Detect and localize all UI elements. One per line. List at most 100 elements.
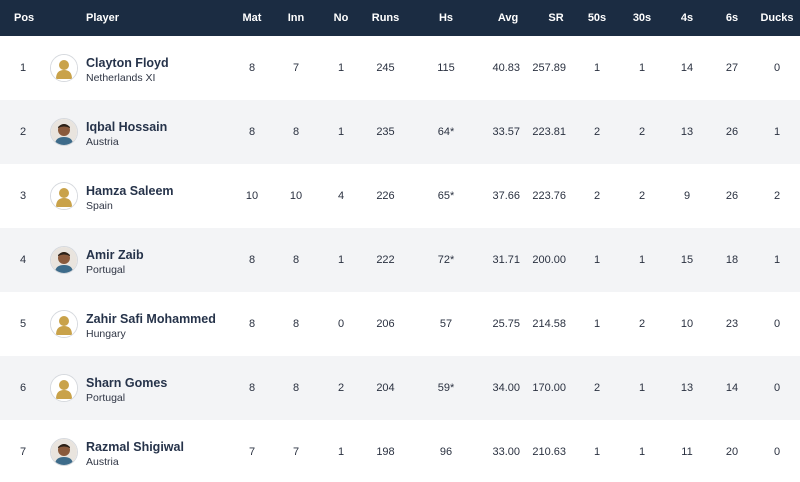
cell-no: 1 (337, 62, 345, 74)
cell-sr: 223.81 (532, 126, 566, 138)
cell-avg: 33.57 (492, 126, 520, 138)
cell-runs: 198 (376, 446, 395, 458)
cell-fours: 9 (683, 190, 691, 202)
cell-fifties: 1 (593, 318, 601, 330)
cell-mat: 8 (248, 254, 256, 266)
cell-inn: 8 (292, 254, 300, 266)
cell-inn: 8 (292, 126, 300, 138)
cell-sr: 210.63 (532, 446, 566, 458)
cell-sr: 257.89 (532, 62, 566, 74)
cell-sr: 214.58 (532, 318, 566, 330)
player-name-link[interactable]: Zahir Safi Mohammed (86, 312, 216, 326)
cell-mat: 8 (248, 62, 256, 74)
cell-avg: 37.66 (492, 190, 520, 202)
player-team: Spain (86, 200, 113, 212)
cell-fours: 10 (680, 318, 694, 330)
cell-hs: 72* (437, 254, 455, 266)
cell-sr: 223.76 (532, 190, 566, 202)
header-sr[interactable]: SR (548, 12, 564, 24)
player-photo-icon[interactable] (50, 246, 78, 274)
header-4s[interactable]: 4s (680, 12, 694, 24)
header-ducks[interactable]: Ducks (760, 12, 794, 24)
cell-inn: 8 (292, 382, 300, 394)
placeholder-avatar-icon[interactable] (50, 374, 78, 402)
player-team: Austria (86, 456, 119, 468)
header-player[interactable]: Player (86, 12, 120, 24)
player-name-link[interactable]: Razmal Shigiwal (86, 440, 184, 454)
cell-runs: 204 (376, 382, 395, 394)
header-hs[interactable]: Hs (438, 12, 454, 24)
placeholder-avatar-icon[interactable] (50, 310, 78, 338)
cell-fours: 13 (680, 382, 694, 394)
cell-ducks: 0 (773, 318, 781, 330)
header-pos[interactable]: Pos (14, 12, 35, 24)
cell-ducks: 0 (773, 446, 781, 458)
row-pos: 5 (20, 318, 27, 330)
cell-mat: 8 (248, 126, 256, 138)
cell-sixes: 26 (725, 126, 739, 138)
player-name-link[interactable]: Amir Zaib (86, 248, 144, 262)
player-name-link[interactable]: Iqbal Hossain (86, 120, 168, 134)
cell-sixes: 27 (725, 62, 739, 74)
header-50s[interactable]: 50s (587, 12, 607, 24)
cell-thirties: 2 (638, 318, 646, 330)
player-team: Hungary (86, 328, 126, 340)
header-no[interactable]: No (333, 12, 349, 24)
cell-hs: 115 (437, 62, 455, 74)
header-runs[interactable]: Runs (371, 12, 400, 24)
row-pos: 6 (20, 382, 27, 394)
cell-fifties: 1 (593, 446, 601, 458)
player-name-link[interactable]: Sharn Gomes (86, 376, 168, 390)
placeholder-avatar-icon[interactable] (50, 182, 78, 210)
player-name-link[interactable]: Hamza Saleem (86, 184, 174, 198)
player-name-link[interactable]: Clayton Floyd (86, 56, 169, 70)
header-30s[interactable]: 30s (632, 12, 652, 24)
header-mat[interactable]: Mat (242, 12, 262, 24)
table-row[interactable]: 6 Sharn Gomes Portugal 8 8 2 204 59* 34.00 170.00… (0, 356, 800, 420)
table-row[interactable]: 1 Clayton Floyd Netherlands XI 8 7 1 245 115 40.… (0, 36, 800, 100)
cell-hs: 64* (437, 126, 455, 138)
cell-sixes: 20 (725, 446, 739, 458)
header-avg[interactable]: Avg (497, 12, 519, 24)
cell-fours: 15 (680, 254, 694, 266)
cell-runs: 206 (376, 318, 395, 330)
cell-hs: 96 (439, 446, 453, 458)
cell-runs: 226 (376, 190, 395, 202)
cell-ducks: 1 (773, 254, 781, 266)
cell-fifties: 2 (593, 126, 601, 138)
cell-mat: 10 (245, 190, 259, 202)
cell-hs: 59* (437, 382, 455, 394)
player-team: Austria (86, 136, 119, 148)
cell-avg: 34.00 (492, 382, 520, 394)
cell-sixes: 18 (725, 254, 739, 266)
table-header: Pos Player Mat Inn No Runs Hs Avg SR 50s… (0, 0, 800, 36)
cell-avg: 33.00 (492, 446, 520, 458)
cell-thirties: 1 (638, 254, 646, 266)
cell-thirties: 1 (638, 382, 646, 394)
placeholder-avatar-icon[interactable] (50, 54, 78, 82)
cell-no: 4 (337, 190, 345, 202)
header-6s[interactable]: 6s (725, 12, 739, 24)
cell-avg: 40.83 (492, 62, 520, 74)
cell-fifties: 1 (593, 62, 601, 74)
cell-no: 2 (337, 382, 345, 394)
player-photo-icon[interactable] (50, 118, 78, 146)
player-team: Portugal (86, 392, 126, 404)
header-inn[interactable]: Inn (287, 12, 305, 24)
table-row[interactable]: 2 Iqbal Hossain Austria 8 8 1 235 64* 33.57 223.8… (0, 100, 800, 164)
cell-ducks: 0 (773, 382, 781, 394)
row-pos: 7 (20, 446, 27, 458)
row-pos: 4 (20, 254, 27, 266)
table-row[interactable]: 4 Amir Zaib Portugal 8 8 1 222 72* 31.71 200.00 1 1… (0, 228, 800, 292)
cell-inn: 7 (292, 62, 300, 74)
player-photo-icon[interactable] (50, 438, 78, 466)
cell-avg: 31.71 (492, 254, 520, 266)
cell-runs: 245 (376, 62, 395, 74)
table-row[interactable]: 5 Zahir Safi Mohammed Hungary 8 8 0 206 57 25.75… (0, 292, 800, 356)
table-row[interactable]: 3 Hamza Saleem Spain 10 10 4 226 65* 37.66 223.76… (0, 164, 800, 228)
row-pos: 1 (20, 62, 27, 74)
cell-mat: 7 (248, 446, 256, 458)
table-row[interactable]: 7 Razmal Shigiwal Austria 7 7 1 198 96 33.00 210.… (0, 420, 800, 482)
cell-sixes: 26 (725, 190, 739, 202)
